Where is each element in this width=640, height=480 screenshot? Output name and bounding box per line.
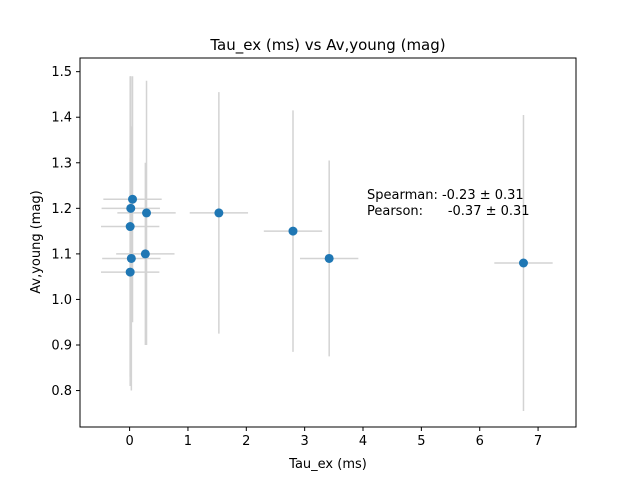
data-point bbox=[126, 203, 136, 213]
y-tick-label: 1.0 bbox=[51, 293, 72, 308]
y-tick-label: 0.9 bbox=[51, 339, 72, 354]
x-tick-label: 2 bbox=[242, 434, 250, 449]
data-point bbox=[142, 208, 152, 218]
x-tick-label: 4 bbox=[359, 434, 367, 449]
spearman-annotation: Spearman: -0.23 ± 0.31 bbox=[367, 188, 524, 203]
y-tick-label: 1.4 bbox=[51, 111, 72, 126]
x-axis-ticks: 0 1 2 3 4 5 6 7 bbox=[125, 427, 542, 449]
data-point bbox=[125, 267, 135, 277]
y-axis-ticks: 0.8 0.9 1.0 1.1 1.2 1.3 1.4 1.5 bbox=[51, 65, 80, 399]
data-point bbox=[126, 253, 136, 263]
y-axis-label: Av,young (mag) bbox=[29, 190, 44, 294]
x-tick-label: 0 bbox=[125, 434, 133, 449]
y-tick-label: 1.1 bbox=[51, 247, 72, 262]
data-point bbox=[288, 226, 298, 236]
data-point bbox=[140, 249, 150, 259]
x-tick-label: 7 bbox=[534, 434, 542, 449]
data-point bbox=[214, 208, 224, 218]
pearson-annotation: Pearson: -0.37 ± 0.31 bbox=[367, 204, 530, 219]
data-points bbox=[125, 194, 528, 277]
chart-title: Tau_ex (ms) vs Av,young (mag) bbox=[209, 36, 445, 55]
x-tick-label: 6 bbox=[476, 434, 484, 449]
y-tick-label: 1.2 bbox=[51, 202, 72, 217]
data-point bbox=[125, 222, 135, 232]
plot-frame bbox=[79, 57, 577, 428]
y-tick-label: 0.8 bbox=[51, 384, 72, 399]
y-tick-label: 1.5 bbox=[51, 65, 72, 80]
x-tick-label: 5 bbox=[417, 434, 425, 449]
x-axis-label: Tau_ex (ms) bbox=[288, 457, 367, 472]
x-tick-label: 3 bbox=[301, 434, 309, 449]
y-tick-label: 1.3 bbox=[51, 156, 72, 171]
error-bars bbox=[101, 76, 553, 412]
data-point bbox=[128, 194, 138, 204]
x-tick-label: 1 bbox=[184, 434, 192, 449]
data-point bbox=[324, 253, 334, 263]
data-point bbox=[518, 258, 528, 268]
